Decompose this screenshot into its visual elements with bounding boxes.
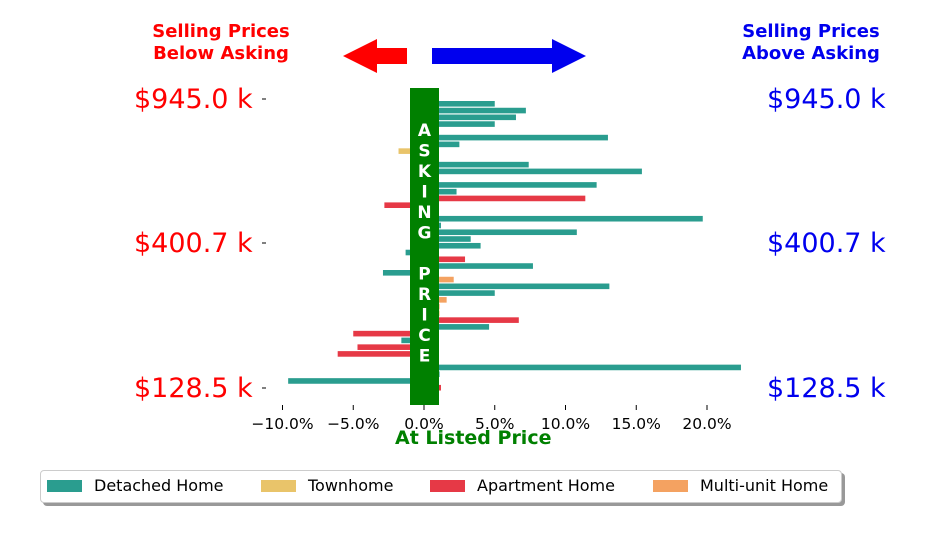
legend-swatch-multiunit xyxy=(653,479,688,492)
bar-detached xyxy=(424,114,516,121)
bar-detached xyxy=(424,215,703,222)
x-tick-label: 0.0% xyxy=(404,415,443,433)
below-asking-header: Selling Prices Below Asking xyxy=(110,21,332,65)
legend-swatch-detached xyxy=(47,479,82,492)
legend-item-multiunit: Multi-unit Home xyxy=(653,476,828,495)
asking-band-letter: N xyxy=(417,203,431,223)
x-tick-label: −5.0% xyxy=(327,415,379,433)
legend: Detached Home Townhome Apartment Home Mu… xyxy=(40,470,842,503)
bar-detached xyxy=(424,364,741,371)
bar-detached xyxy=(424,236,471,242)
left-price-bottom: $128.5 k xyxy=(134,373,253,404)
bar-apartment xyxy=(353,330,424,337)
asking-band-letter: S xyxy=(418,142,430,162)
asking-price-band xyxy=(410,88,439,405)
right-price-bottom: $128.5 k xyxy=(767,373,886,404)
bar-detached xyxy=(424,107,526,114)
bar-apartment xyxy=(424,195,586,202)
legend-item-apartment: Apartment Home xyxy=(430,476,615,495)
x-tick-label: 10.0% xyxy=(541,415,590,433)
bar-detached xyxy=(424,229,577,236)
above-asking-line1: Selling Prices xyxy=(742,21,880,42)
x-tick-label: 5.0% xyxy=(475,415,514,433)
bar-detached xyxy=(424,182,597,188)
legend-swatch-townhome xyxy=(261,479,296,492)
bar-detached xyxy=(382,270,424,276)
legend-label-townhome: Townhome xyxy=(308,476,394,495)
asking-band-letter: I xyxy=(421,306,427,326)
bar-apartment xyxy=(337,351,424,357)
bar-apartment xyxy=(384,202,424,208)
legend-item-detached: Detached Home xyxy=(47,476,224,495)
x-tick-label: 15.0% xyxy=(612,415,661,433)
right-price-mid: $400.7 k xyxy=(767,228,886,259)
asking-band-letter: P xyxy=(418,265,430,285)
bar-detached xyxy=(424,121,495,127)
bar-detached xyxy=(424,290,495,296)
legend-label-detached: Detached Home xyxy=(94,476,224,495)
bar-detached xyxy=(424,242,481,249)
bar-apartment xyxy=(424,256,466,263)
asking-band-letter: I xyxy=(421,183,427,203)
bar-detached xyxy=(424,324,490,330)
asking-band-letter: E xyxy=(419,347,431,367)
above-asking-header: Selling Prices Above Asking xyxy=(700,21,922,65)
bar-detached xyxy=(424,283,610,290)
legend-item-townhome: Townhome xyxy=(261,476,393,495)
asking-band-letter: K xyxy=(418,162,432,182)
right-arrow-icon xyxy=(432,39,586,73)
legend-label-multiunit: Multi-unit Home xyxy=(700,476,829,495)
bar-detached xyxy=(424,168,642,175)
asking-band-letter: A xyxy=(418,121,432,141)
left-price-top: $945.0 k xyxy=(134,84,253,115)
bar-detached xyxy=(424,263,533,269)
x-tick-label: −10.0% xyxy=(251,415,313,433)
bar-detached xyxy=(424,141,460,148)
left-arrow-icon xyxy=(343,39,407,73)
left-price-mid: $400.7 k xyxy=(134,228,253,259)
asking-band-letter: C xyxy=(418,326,430,346)
above-asking-line2: Above Asking xyxy=(742,43,880,64)
bar-detached xyxy=(424,101,495,107)
bar-detached xyxy=(424,134,608,141)
right-price-top: $945.0 k xyxy=(767,84,886,115)
below-asking-line1: Selling Prices xyxy=(152,21,290,42)
bar-detached xyxy=(288,378,424,384)
bar-apartment xyxy=(424,317,519,323)
bar-detached xyxy=(424,188,457,195)
bar-apartment xyxy=(357,344,424,350)
x-axis-label: At Listed Price xyxy=(395,427,552,449)
asking-band-letter: G xyxy=(418,224,432,244)
legend-swatch-apartment xyxy=(430,479,465,492)
x-tick-label: 20.0% xyxy=(682,415,731,433)
below-asking-line2: Below Asking xyxy=(153,43,289,64)
asking-band-letter: R xyxy=(418,285,431,305)
bar-detached xyxy=(424,161,529,168)
legend-label-apartment: Apartment Home xyxy=(477,476,615,495)
